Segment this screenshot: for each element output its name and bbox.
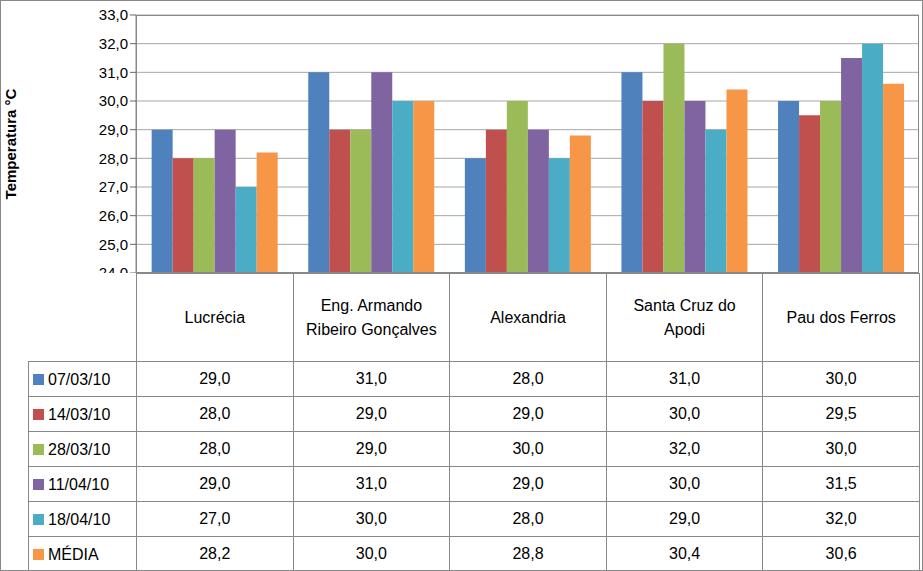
svg-text:28,0: 28,0: [99, 150, 128, 167]
html-text:31,0: 31,0: [669, 370, 701, 387]
html-text:30,4: 30,4: [669, 545, 701, 562]
html-text:32,0: 32,0: [669, 440, 701, 457]
html-text:28/03/10: 28/03/10: [48, 440, 111, 458]
html-text:28,0: 28,0: [512, 510, 544, 527]
svg-text:30,0: 30,0: [99, 92, 128, 109]
html-text:30,0: 30,0: [825, 370, 857, 387]
html-text:18/04/10: 18/04/10: [48, 510, 111, 528]
svg-text:Temperatura °C: Temperatura °C: [8, 88, 19, 199]
svg-text:31,0: 31,0: [99, 64, 128, 81]
html-text:Santa Cruz do Apodi: Santa Cruz do Apodi: [633, 296, 736, 338]
html-text:29,0: 29,0: [355, 440, 387, 457]
html-text:Alexandria: Alexandria: [490, 308, 566, 326]
html-text:28,0: 28,0: [199, 440, 231, 457]
html-text:30,0: 30,0: [669, 405, 701, 422]
html-text:28,8: 28,8: [512, 545, 544, 562]
html-text:07/03/10: 07/03/10: [48, 370, 111, 388]
html-text:MÉDIA: MÉDIA: [48, 545, 99, 563]
html-text:29,0: 29,0: [199, 475, 231, 492]
svg-text:32,0: 32,0: [99, 35, 128, 52]
html-text:14/03/10: 14/03/10: [48, 405, 111, 423]
html-text:30,6: 30,6: [825, 545, 857, 562]
html-text:29,5: 29,5: [825, 405, 857, 422]
html-text:31,5: 31,5: [825, 475, 857, 492]
html-text:28,2: 28,2: [199, 545, 231, 562]
svg-text:26,0: 26,0: [99, 207, 128, 224]
svg-text:33,0: 33,0: [99, 6, 128, 23]
html-text:27,0: 27,0: [199, 510, 231, 527]
html-text:29,0: 29,0: [669, 510, 701, 527]
html-text:31,0: 31,0: [355, 370, 387, 387]
html-text:Eng. Armando Ribeiro Gonçalves: Eng. Armando Ribeiro Gonçalves: [306, 296, 437, 338]
svg-text:29,0: 29,0: [99, 121, 128, 138]
html-text:29,0: 29,0: [199, 370, 231, 387]
html-text:31,0: 31,0: [355, 475, 387, 492]
svg-text:27,0: 27,0: [99, 178, 128, 195]
html-text:30,0: 30,0: [669, 475, 701, 492]
html-text:29,0: 29,0: [355, 405, 387, 422]
html-text:32,0: 32,0: [825, 510, 857, 527]
html-text:29,0: 29,0: [512, 405, 544, 422]
html-text:29,0: 29,0: [512, 475, 544, 492]
svg-text:24,0: 24,0: [99, 264, 128, 273]
html-text:Pau dos Ferros: Pau dos Ferros: [786, 308, 896, 326]
html-text:30,0: 30,0: [512, 440, 544, 457]
html-text:28,0: 28,0: [512, 370, 544, 387]
html-text:11/04/10: 11/04/10: [48, 475, 110, 493]
html-text:28,0: 28,0: [199, 405, 231, 422]
svg-text:25,0: 25,0: [99, 236, 128, 253]
html-text:30,0: 30,0: [355, 510, 387, 527]
html-text:Lucrécia: Lucrécia: [184, 308, 245, 326]
html-text:30,0: 30,0: [355, 545, 387, 562]
html-text:30,0: 30,0: [825, 440, 857, 457]
